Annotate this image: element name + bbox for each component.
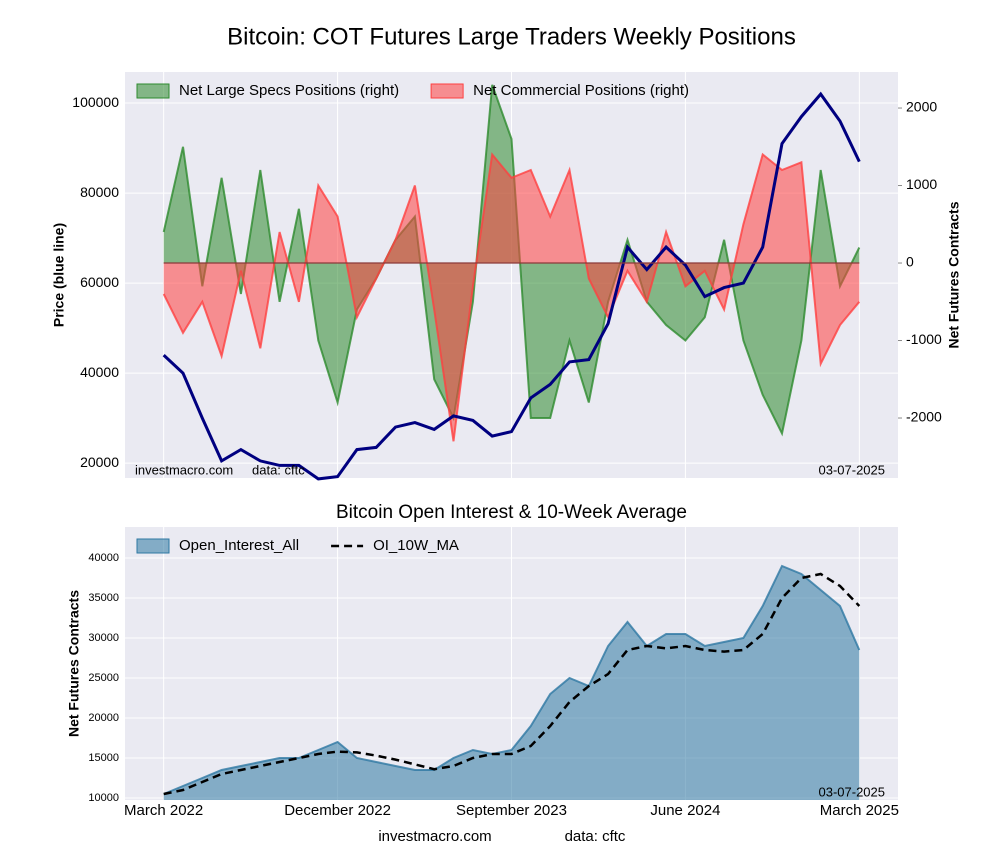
y-tick-label: 20000 — [80, 454, 119, 470]
footer-source: data: cftc — [565, 828, 626, 845]
y-tick-label: 40000 — [80, 364, 119, 380]
annotation: investmacro.com — [135, 462, 233, 477]
chart-title: Bitcoin: COT Futures Large Traders Weekl… — [227, 23, 796, 50]
y-tick-label: 100000 — [72, 94, 119, 110]
y-axis-label: Net Futures Contracts — [66, 590, 82, 737]
y-tick-label: 25000 — [88, 672, 119, 684]
x-tick-label: March 2025 — [820, 802, 899, 819]
legend-label: Net Commercial Positions (right) — [473, 82, 689, 99]
y2-axis-label: Net Futures Contracts — [946, 201, 962, 348]
x-tick-label: March 2022 — [124, 802, 203, 819]
area — [163, 154, 860, 442]
y-tick-label: 20000 — [88, 712, 119, 724]
annotation: 03-07-2025 — [819, 462, 886, 477]
legend-label: Net Large Specs Positions (right) — [179, 82, 399, 99]
legend-label: Open_Interest_All — [179, 537, 299, 554]
legend-swatch — [136, 83, 170, 99]
line — [163, 572, 861, 796]
legend-swatch — [136, 538, 170, 554]
y2-tick-label: 1000 — [906, 176, 937, 192]
annotation: data: cftc — [252, 462, 305, 477]
footer-site: investmacro.com — [378, 828, 491, 845]
area-edge — [162, 152, 861, 442]
chart-title: Bitcoin Open Interest & 10-Week Average — [336, 502, 687, 523]
y-tick-label: 30000 — [88, 632, 119, 644]
annotation: 03-07-2025 — [819, 784, 886, 799]
y2-tick-label: -1000 — [906, 331, 942, 347]
y2-tick-label: 2000 — [906, 99, 937, 115]
area — [163, 566, 860, 800]
area-edge — [163, 564, 861, 795]
legend-swatch — [430, 83, 464, 99]
area-edge — [162, 84, 861, 437]
y-tick-label: 60000 — [80, 274, 119, 290]
line — [162, 91, 861, 481]
y-tick-label: 10000 — [88, 792, 119, 804]
y-tick-label: 15000 — [88, 752, 119, 764]
y-tick-label: 80000 — [80, 184, 119, 200]
y-axis-label: Price (blue line) — [51, 223, 67, 327]
y-tick-label: 40000 — [88, 552, 119, 564]
legend-label: OI_10W_MA — [373, 537, 459, 554]
y-tick-label: 35000 — [88, 592, 119, 604]
x-tick-label: December 2022 — [284, 802, 391, 819]
x-tick-label: September 2023 — [456, 802, 567, 819]
y2-tick-label: -2000 — [906, 409, 942, 425]
y2-tick-label: 0 — [906, 254, 914, 270]
x-tick-label: June 2024 — [650, 802, 720, 819]
